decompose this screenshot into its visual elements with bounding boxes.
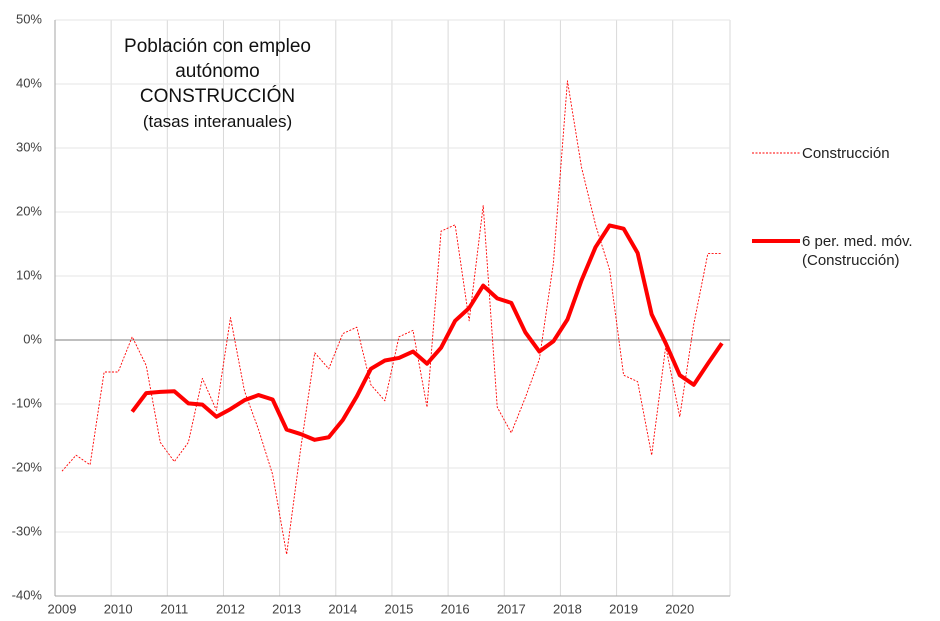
y-tick-label: 10% [16,267,42,282]
y-tick-label: -10% [12,395,43,410]
x-tick-label: 2020 [665,601,694,616]
chart-title: Población con empleo autónomo [124,36,311,82]
y-tick-label: -30% [12,523,43,538]
series-line [61,80,722,555]
y-tick-label: 50% [16,11,42,26]
x-tick-label: 2014 [328,601,357,616]
x-tick-label: 2019 [609,601,638,616]
series-line [130,223,724,442]
y-tick-label: 40% [16,75,42,90]
x-tick-label: 2011 [160,601,188,616]
x-tick-label: 2015 [384,601,413,616]
y-tick-label: -20% [12,459,43,474]
x-tick-label: 2017 [497,601,526,616]
chart-subtitle: (tasas interanuales) [142,112,293,131]
x-tick-label: 2013 [272,601,301,616]
x-tick-label: 2009 [48,601,77,616]
legend-label: Construcción [802,145,890,162]
x-tick-label: 2010 [104,601,133,616]
x-tick-label: 2012 [216,601,245,616]
x-tick-label: 2018 [553,601,582,616]
y-tick-label: 20% [16,203,42,218]
title-box: Población con empleo autónomo CONSTRUCCI… [95,34,340,134]
chart-title: CONSTRUCCIÓN [139,86,296,107]
x-tick-label: 2016 [441,601,470,616]
y-tick-label: -40% [12,587,43,602]
legend-label: 6 per. med. móv. (Construcción) [802,233,913,269]
y-tick-label: 30% [16,139,42,154]
y-tick-label: 0% [23,331,42,346]
